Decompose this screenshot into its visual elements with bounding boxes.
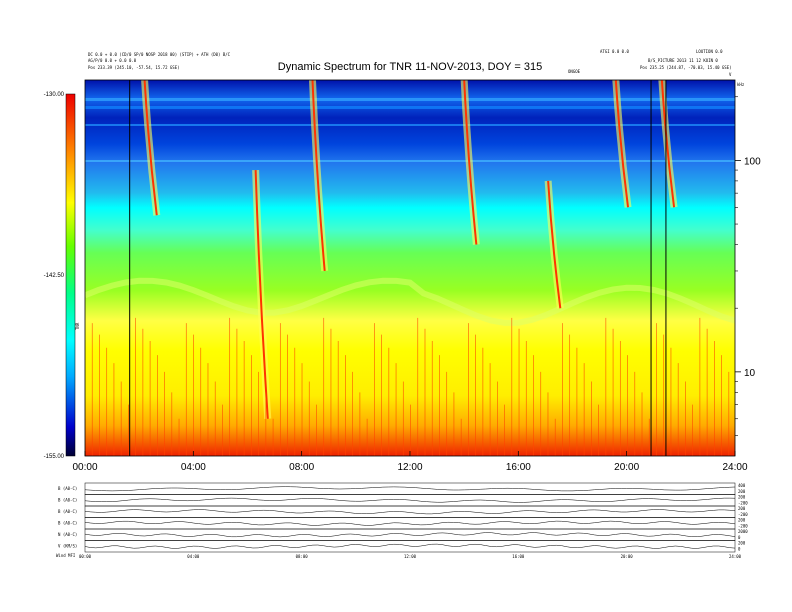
header-right-line2: LOUTION 0.0 [696, 49, 723, 54]
band-1 [85, 106, 735, 109]
x-tick-label-1: 04:00 [181, 462, 206, 473]
burst-4 [547, 180, 562, 309]
panel-label-1: B (A0-C) [58, 498, 77, 503]
burst-0 [143, 80, 158, 216]
panel-frame-3 [84, 517, 736, 530]
marker-label: ONGOE [568, 69, 581, 74]
spectrogram-spikes [85, 317, 730, 456]
band-0 [85, 98, 735, 101]
panel-x-tick-3: 12:00 [404, 554, 417, 559]
panel-frame-2 [84, 505, 736, 518]
plasma-line-band [85, 277, 735, 326]
band-2 [85, 124, 735, 126]
header-right-line4: Pos 235.25 (244.87, -70.03, 15.40 GSE) [640, 65, 732, 70]
header-left-line2: AG/P/0 0.0 + 0.0 0.0 [88, 58, 137, 63]
unit-label: kHz [737, 82, 745, 87]
burst-6 [660, 80, 676, 208]
x-tick-label-4: 16:00 [506, 462, 531, 473]
panel-x-tick-4: 16:00 [512, 554, 525, 559]
colorbar-label: TNR [75, 322, 80, 330]
panel-right-tick-4-1: 0 [738, 535, 741, 540]
x-axis-ticks: 00:00 04:00 08:00 12:00 16:00 20:00 24:00 [72, 451, 748, 473]
x-tick-label-5: 20:00 [614, 462, 639, 473]
panel-x-tick-1: 04:00 [187, 554, 200, 559]
panel-right-tick-1-0: 200 [738, 495, 746, 500]
panel-x-tick-2: 08:00 [296, 554, 309, 559]
header-left-line1: DC 0.0 + 0.0 (CD/0 SP/0 NOSP 2018 00) (S… [88, 52, 231, 57]
panel-right-tick-0-0: 400 [738, 483, 746, 488]
x-tick-label-0: 00:00 [72, 462, 97, 473]
burst-3 [463, 80, 478, 245]
spectrogram-bands [85, 98, 735, 326]
footer-label: Wind MFI [56, 553, 76, 558]
panel-label-4: N (A0-C) [58, 532, 77, 537]
panel-right-tick-3-1: -200 [738, 524, 748, 529]
colorbar-tick-label-0: -130.00 [44, 92, 65, 98]
panel-trace-5 [84, 543, 736, 549]
colorbar-tick-label-2: -155.00 [44, 454, 65, 460]
chart-title: Dynamic Spectrum for TNR 11-NOV-2013, DO… [278, 61, 542, 73]
panel-trace-2 [84, 509, 736, 515]
header-right-line1: ATGI 0.0 0.0 [600, 49, 629, 54]
panel-frame-5 [84, 540, 736, 553]
event-markers [129, 80, 667, 456]
x-tick-label-3: 12:00 [397, 462, 422, 473]
panel-right-tick-3-0: 200 [738, 518, 746, 523]
y-tick-label-0: 100 [744, 156, 761, 167]
corner-label: V [729, 72, 732, 77]
x-tick-label-2: 08:00 [289, 462, 314, 473]
colorbar-ticks: -130.00 -142.50 -155.00 [44, 92, 65, 460]
panel-x-tick-5: 20:00 [621, 554, 634, 559]
header-left-line3: Pos 233.39 (245.10, -57.54, 15.72 GSE) [88, 65, 180, 70]
panel-label-0: B (A0-C) [58, 486, 77, 491]
burst-5 [614, 80, 630, 208]
y-axis-ticks: 100 10 [735, 96, 761, 436]
spectrogram-bursts [141, 80, 678, 419]
panel-trace-0 [84, 486, 736, 492]
spectrogram [85, 80, 735, 456]
header-right-line3: B/S_PICTURE 2013 11 12 KOIN 0 [648, 58, 718, 63]
panel-label-5: V (KM/S) [58, 544, 77, 549]
panel-right-tick-5-0: 200 [738, 541, 746, 546]
panel-right-tick-2-0: 200 [738, 506, 746, 511]
burst-1 [254, 170, 269, 419]
spectrogram-background [85, 80, 735, 456]
burst-2 [311, 80, 326, 272]
panel-x-tick-6: 24:00 [729, 554, 742, 559]
x-tick-label-6: 24:00 [722, 462, 747, 473]
panel-label-2: B (A0-C) [58, 509, 77, 514]
panel-label-3: B (A0-C) [58, 521, 77, 526]
colorbar-tick-label-1: -142.50 [44, 273, 65, 279]
colorbar [65, 93, 76, 457]
panel-right-tick-2-1: -200 [738, 512, 748, 517]
y-tick-label-1: 10 [744, 368, 756, 379]
panel-x-tick-0: 00:00 [79, 554, 92, 559]
panel-right-tick-0-1: 200 [738, 489, 746, 494]
panel-right-tick-5-1: 0 [738, 547, 741, 552]
panel-right-tick-1-1: -200 [738, 501, 748, 506]
panel-trace-3 [84, 520, 736, 526]
panel-trace-4 [84, 532, 736, 538]
panel-right-tick-4-0: 2000 [738, 529, 748, 534]
band-3 [85, 160, 735, 162]
panel-trace-1 [84, 497, 736, 503]
